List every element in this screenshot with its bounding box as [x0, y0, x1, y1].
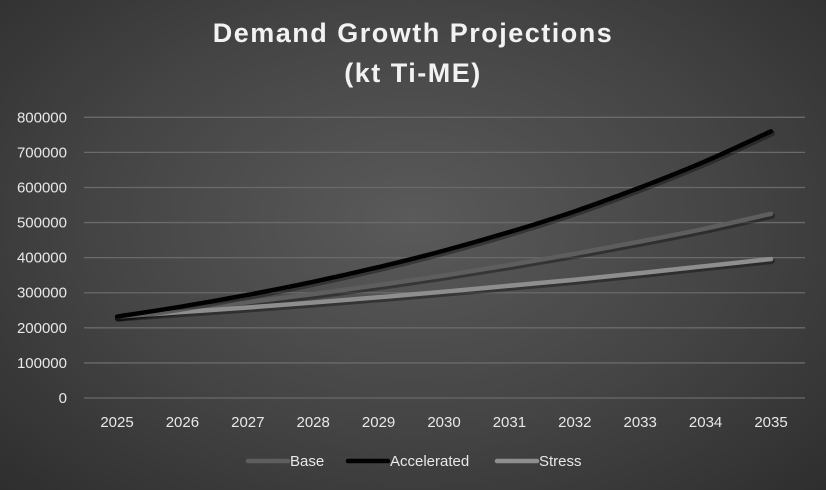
y-tick-label: 500000	[17, 215, 67, 232]
x-tick-label: 2030	[427, 414, 460, 431]
y-tick-label: 700000	[17, 144, 67, 161]
y-tick-label: 0	[59, 390, 67, 407]
legend-label-base: Base	[290, 453, 324, 470]
series-line-stress	[114, 256, 774, 319]
y-tick-label: 100000	[17, 355, 67, 372]
x-tick-label: 2027	[231, 414, 264, 431]
x-tick-label: 2033	[624, 414, 657, 431]
x-tick-label: 2025	[100, 414, 133, 431]
series-line-accelerated	[114, 129, 774, 319]
x-tick-label: 2035	[754, 414, 787, 431]
x-tick-label: 2034	[689, 414, 722, 431]
chart-title: Demand Growth Projections	[212, 18, 614, 48]
x-tick-label: 2028	[297, 414, 330, 431]
y-tick-label: 800000	[17, 109, 67, 126]
y-tick-label: 200000	[17, 320, 67, 337]
legend-label-accelerated: Accelerated	[390, 453, 469, 470]
x-tick-label: 2032	[558, 414, 591, 431]
y-tick-label: 400000	[17, 250, 67, 267]
series-line-base	[114, 211, 774, 319]
legend-label-stress: Stress	[539, 453, 582, 470]
y-tick-label: 300000	[17, 285, 67, 302]
chart-subtitle: (kt Ti-ME)	[344, 58, 482, 88]
x-tick-label: 2026	[166, 414, 199, 431]
x-tick-label: 2031	[493, 414, 526, 431]
y-tick-label: 600000	[17, 179, 67, 196]
x-tick-label: 2029	[362, 414, 395, 431]
